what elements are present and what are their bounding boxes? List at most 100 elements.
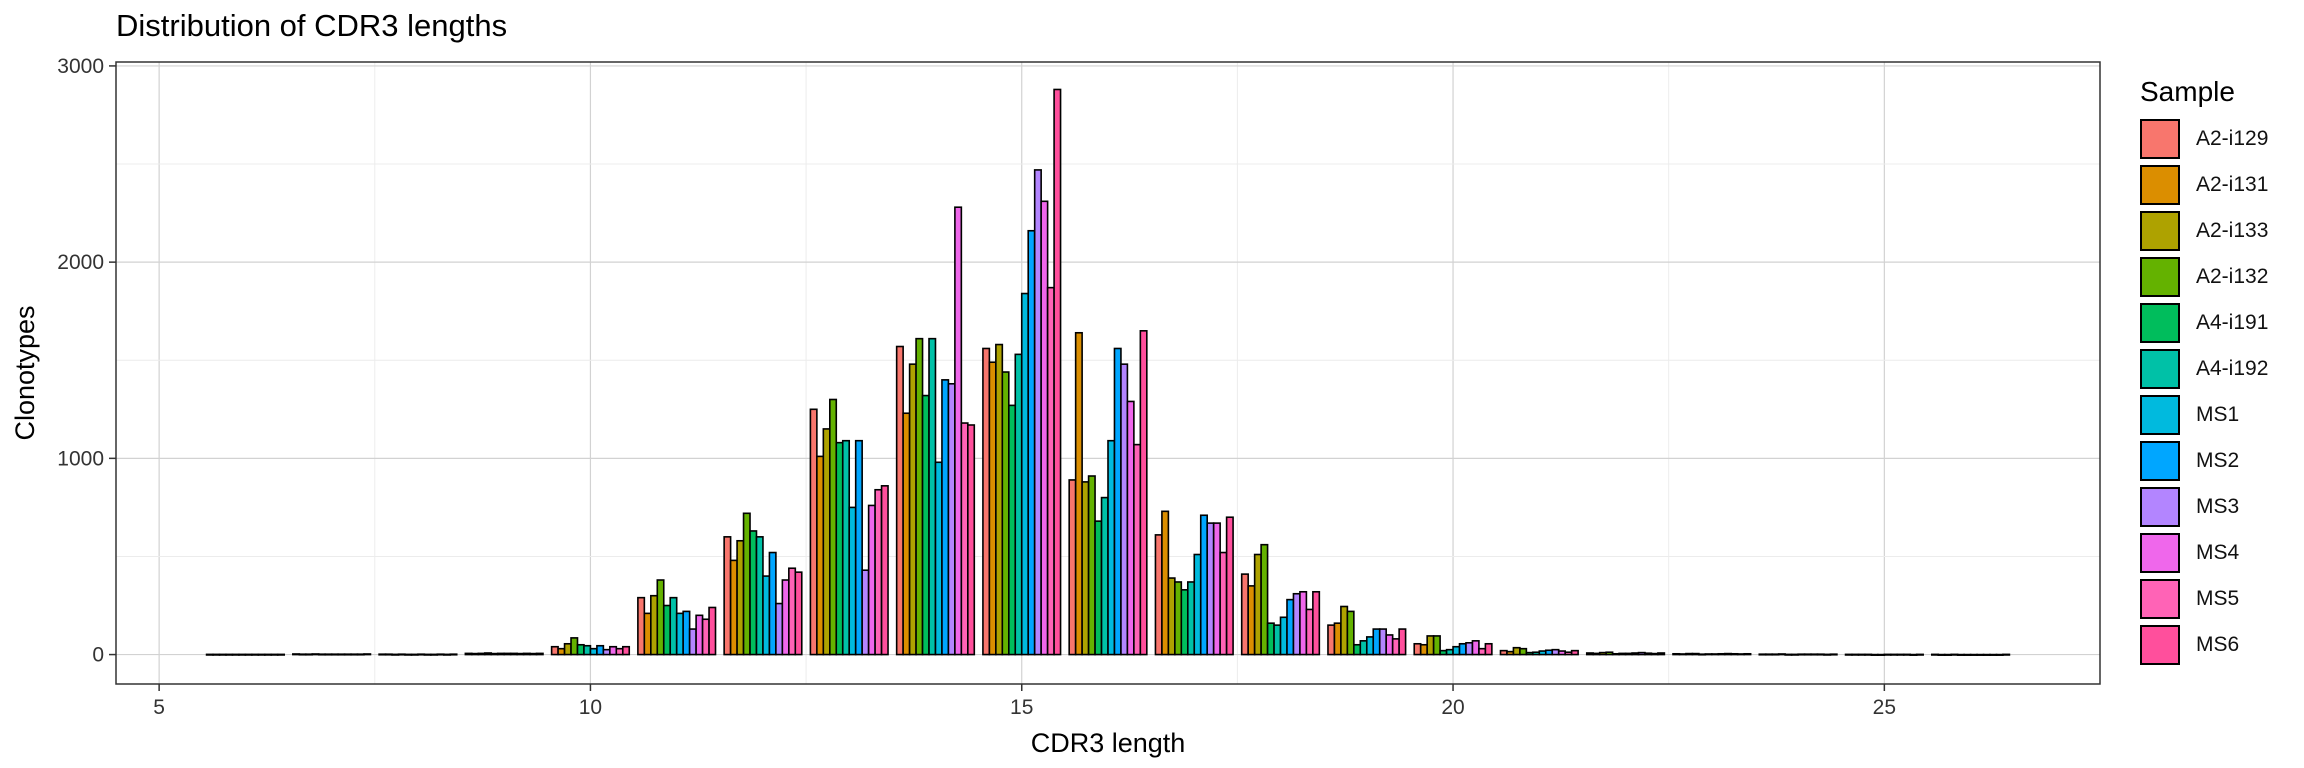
bar-ms3-len-24 [1810, 653, 1819, 656]
bar-ms5-len-15 [1046, 286, 1055, 656]
bar-a2-i131-len-25 [1851, 653, 1860, 656]
bar-a4-i192-len-25 [1877, 653, 1886, 656]
bar-a2-i132-len-22 [1605, 651, 1614, 656]
bar-ms1-len-23 [1711, 653, 1720, 656]
legend-swatch [2140, 533, 2180, 573]
bar-a2-i133-len-12 [736, 539, 745, 656]
bar-ms1-len-18 [1279, 616, 1288, 656]
bar-a2-i132-len-20 [1432, 635, 1441, 656]
bar-a4-i191-len-17 [1180, 589, 1189, 656]
bar-ms2-len-23 [1717, 652, 1726, 656]
bar-a4-i191-len-24 [1784, 653, 1793, 656]
bar-a2-i132-len-24 [1777, 653, 1786, 656]
legend-label: A2-i132 [2196, 265, 2269, 288]
legend-label: A2-i133 [2196, 219, 2269, 242]
bar-ms6-len-22 [1657, 652, 1666, 656]
bar-ms6-len-18 [1312, 590, 1321, 656]
bar-a2-i131-len-18 [1247, 585, 1256, 656]
plot-panel-border [115, 61, 2101, 685]
legend-swatch [2140, 165, 2180, 205]
bar-ms1-len-21 [1538, 650, 1547, 656]
bar-ms4-len-25 [1902, 653, 1912, 656]
bar-ms5-len-6 [270, 653, 279, 656]
bar-a2-i129-len-21 [1499, 649, 1508, 656]
bar-ms4-len-23 [1730, 652, 1739, 656]
bar-ms6-len-16 [1139, 330, 1148, 656]
bar-ms3-len-13 [861, 569, 870, 656]
x-tick-label: 25 [1873, 696, 1896, 719]
bar-a2-i133-len-21 [1512, 646, 1521, 656]
legend-label: MS2 [2196, 449, 2240, 472]
legend-item-ms5: MS5 [2140, 576, 2268, 622]
bar-a4-i191-len-8 [404, 653, 413, 656]
bar-a2-i131-len-17 [1161, 510, 1170, 656]
bar-ms1-len-16 [1107, 439, 1116, 656]
bar-ms3-len-10 [602, 648, 611, 656]
bar-a2-i129-len-23 [1672, 652, 1681, 656]
bar-ms2-len-25 [1890, 653, 1899, 656]
bars [205, 88, 2011, 656]
bar-a2-i131-len-26 [1937, 653, 1946, 656]
bar-a4-i191-len-7 [317, 653, 326, 656]
bar-ms3-len-19 [1378, 628, 1387, 656]
bar-ms3-len-11 [688, 628, 697, 656]
bar-ms6-len-14 [967, 424, 976, 656]
bar-ms2-len-16 [1113, 347, 1122, 656]
bar-a2-i131-len-19 [1333, 622, 1342, 656]
bar-ms2-len-26 [1976, 653, 1985, 656]
legend-item-ms3: MS3 [2140, 484, 2268, 530]
bar-a4-i192-len-23 [1704, 653, 1713, 656]
bar-a2-i132-len-10 [570, 637, 579, 656]
bar-ms3-len-17 [1206, 522, 1215, 656]
bar-a2-i133-len-24 [1771, 653, 1780, 656]
legend-label: MS4 [2196, 541, 2240, 564]
y-tick-label: 2000 [57, 251, 104, 274]
y-tick-label: 3000 [57, 55, 104, 78]
bar-ms4-len-9 [522, 652, 531, 656]
bar-a4-i191-len-11 [662, 604, 672, 656]
bar-ms2-len-20 [1458, 642, 1467, 656]
bar-ms3-len-7 [343, 653, 352, 656]
bar-a4-i191-len-21 [1525, 651, 1534, 656]
bar-ms1-len-7 [330, 653, 339, 656]
bar-ms4-len-24 [1816, 653, 1825, 656]
bar-a2-i129-len-14 [895, 345, 904, 656]
bar-a2-i132-len-17 [1174, 581, 1183, 656]
bar-ms2-len-6 [251, 653, 260, 656]
bar-a4-i191-len-16 [1094, 520, 1103, 656]
bar-ms6-len-17 [1225, 516, 1234, 656]
legend-swatch [2140, 303, 2180, 343]
legend: Sample A2-i129 A2-i131 A2-i133 A2-i132 A4-i1… [2140, 72, 2268, 668]
legend-item-a4-i191: A4-i191 [2140, 300, 2268, 346]
bar-ms6-len-8 [449, 653, 458, 656]
bar-a2-i131-len-10 [557, 647, 566, 656]
bar-ms5-len-11 [701, 618, 710, 656]
bar-ms1-len-9 [503, 652, 512, 656]
bar-a2-i133-len-23 [1685, 652, 1694, 656]
bar-a2-i129-len-9 [464, 652, 473, 656]
chart-title: Distribution of CDR3 lengths [116, 8, 508, 43]
bar-a2-i131-len-13 [816, 455, 825, 656]
bar-ms1-len-14 [934, 461, 943, 656]
legend-swatch [2140, 625, 2180, 665]
bar-a4-i192-len-9 [496, 652, 505, 656]
bar-ms5-len-18 [1305, 608, 1314, 656]
bar-a2-i129-len-22 [1585, 652, 1595, 656]
y-axis-label: Clonotypes [10, 305, 40, 440]
legend-items: A2-i129 A2-i131 A2-i133 A2-i132 A4-i191 A4-i1… [2140, 116, 2268, 668]
legend-item-ms4: MS4 [2140, 530, 2268, 576]
bar-ms2-len-15 [1027, 229, 1036, 656]
bar-ms5-len-9 [529, 652, 538, 656]
bar-a2-i132-len-25 [1864, 653, 1873, 656]
bar-ms5-len-22 [1650, 652, 1659, 656]
bar-a4-i191-len-13 [835, 441, 844, 656]
bar-a4-i192-len-22 [1618, 652, 1627, 656]
bar-a2-i131-len-15 [988, 361, 997, 656]
bar-ms6-len-6 [276, 653, 286, 656]
bar-ms5-len-17 [1219, 551, 1228, 656]
legend-title: Sample [2140, 76, 2235, 107]
bar-ms2-len-12 [768, 551, 777, 656]
legend-label: MS5 [2196, 587, 2240, 610]
bar-a2-i129-len-24 [1758, 653, 1767, 656]
bar-ms1-len-13 [848, 506, 857, 656]
